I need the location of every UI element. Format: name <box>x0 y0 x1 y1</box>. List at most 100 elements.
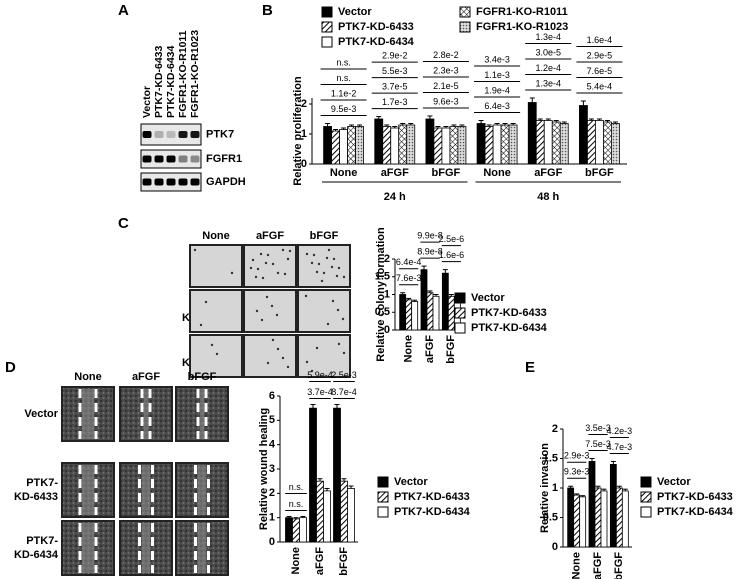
column-label: aFGF <box>132 371 160 383</box>
y-tick-label: 1.5 <box>543 452 558 464</box>
p-value: 4.2e-3 <box>607 426 633 436</box>
colony-image <box>297 244 351 288</box>
bar <box>399 294 407 331</box>
error-bar <box>408 123 414 125</box>
row-label: PTK7- <box>26 477 58 489</box>
error-bar <box>568 485 574 488</box>
colony <box>310 369 314 373</box>
bar <box>433 127 443 165</box>
bar <box>447 295 455 331</box>
colony <box>310 261 314 265</box>
p-value: 1.1e-3 <box>484 70 510 80</box>
error-bar <box>502 123 508 125</box>
colony <box>275 313 279 317</box>
colony <box>327 248 331 252</box>
colony-image <box>243 334 297 378</box>
colony-image <box>243 244 297 288</box>
legend-swatch <box>640 506 652 518</box>
bar <box>340 480 348 543</box>
colony <box>266 253 270 257</box>
error-bar <box>612 121 618 124</box>
legend-swatch <box>454 322 466 334</box>
column-label: aFGF <box>256 230 284 242</box>
error-bar <box>293 517 299 519</box>
colony <box>325 256 329 260</box>
y-tick-label: 2 <box>384 253 390 265</box>
p-value: n.s. <box>289 499 304 509</box>
legend-swatch <box>377 476 389 488</box>
blot-band <box>178 178 188 186</box>
wound-gap <box>141 523 151 573</box>
error-bar <box>459 124 465 127</box>
p-value: 1.6e-6 <box>439 250 465 260</box>
y-tick-label: 1 <box>384 288 390 300</box>
column-label: bFGF <box>188 371 217 383</box>
error-bar <box>348 485 354 489</box>
error-bar <box>604 120 610 122</box>
bar <box>420 269 428 331</box>
column-label: None <box>202 230 230 242</box>
colony <box>326 322 330 326</box>
colony <box>259 252 263 256</box>
p-value: 7.6e-5 <box>587 66 613 76</box>
colony <box>341 317 345 321</box>
x-tick-label: aFGF <box>314 547 326 575</box>
bar <box>355 126 364 165</box>
bar <box>331 130 340 165</box>
error-bar <box>486 124 492 127</box>
wound-gap <box>200 389 204 439</box>
p-value: 3.0e-5 <box>535 47 561 57</box>
y-tick-label: 0 <box>269 536 275 548</box>
p-value: n.s. <box>289 482 304 492</box>
bar <box>609 463 617 548</box>
bar <box>621 490 629 548</box>
x-tick-label: None <box>483 167 511 179</box>
p-value: n.s. <box>336 57 351 67</box>
bar <box>527 102 537 165</box>
error-bar <box>325 123 331 127</box>
y-axis-label: Relative proliferation <box>292 76 304 186</box>
y-tick-label: 1.5 <box>375 271 390 283</box>
error-bar <box>427 115 433 119</box>
bar <box>600 490 608 548</box>
bar <box>406 124 416 165</box>
legend-swatch <box>640 491 652 503</box>
x-tick-label: bFGF <box>613 552 625 579</box>
wound-gap <box>82 523 94 573</box>
blot-band <box>142 131 152 138</box>
blot-band <box>142 155 152 163</box>
legend-swatch <box>321 36 333 48</box>
bar <box>588 461 596 548</box>
error-bar <box>580 100 586 106</box>
p-value: 8.9e-8 <box>417 246 443 256</box>
bar <box>603 121 612 165</box>
legend-swatch <box>459 21 471 33</box>
legend-label: PTK7-KD-6434 <box>338 36 415 48</box>
error-bar <box>357 124 363 127</box>
colony <box>322 271 326 275</box>
column-label: bFGF <box>310 230 339 242</box>
bar <box>426 292 434 331</box>
wound-gap <box>141 465 151 515</box>
colony <box>261 276 265 280</box>
column-label: None <box>74 371 102 383</box>
blot-band <box>166 178 176 186</box>
legend-label: Vector <box>394 476 428 488</box>
bar <box>579 105 588 165</box>
bar <box>316 480 324 543</box>
p-value: 1.3e-4 <box>535 78 561 88</box>
legend-label: PTK7-KD-6433 <box>471 307 547 319</box>
p-value: 1.2e-4 <box>535 63 561 73</box>
blot-row-label: FGFR1 <box>206 153 242 165</box>
p-value: 8.7e-4 <box>331 387 357 397</box>
error-bar <box>574 493 580 496</box>
error-bar <box>529 97 535 103</box>
bar <box>457 126 467 165</box>
bar <box>390 127 400 165</box>
lane-label: FGFR1-KO-R1023 <box>189 30 201 118</box>
p-value: 5.4e-4 <box>587 81 613 91</box>
colony <box>249 266 253 270</box>
error-bar <box>376 116 382 119</box>
colony <box>320 279 324 283</box>
colony <box>342 351 346 355</box>
